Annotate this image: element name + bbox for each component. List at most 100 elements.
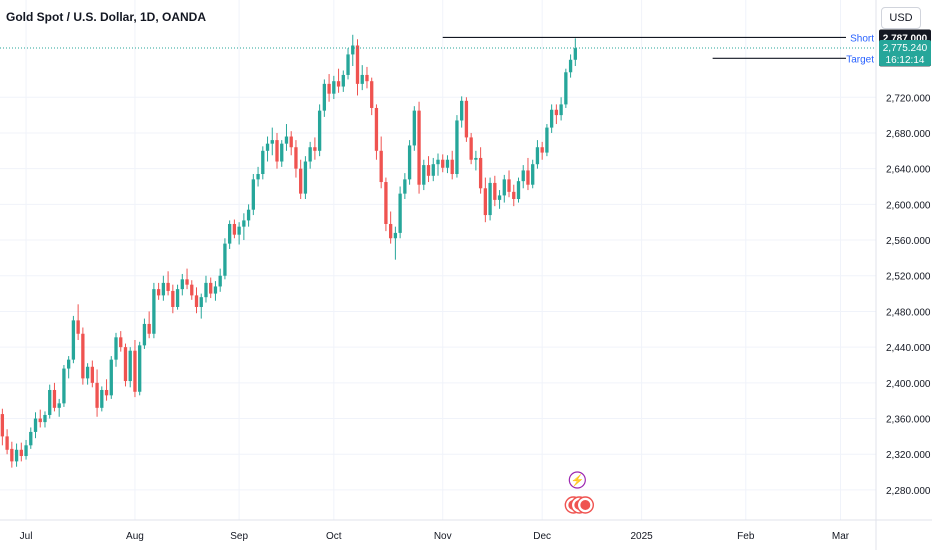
candle-down <box>299 168 303 194</box>
candle-up <box>568 59 573 73</box>
candle-down <box>294 147 298 169</box>
candle-down <box>441 159 445 168</box>
x-tick-label: Oct <box>326 531 342 542</box>
candle-up <box>100 389 104 408</box>
y-tick-label: 2,320.000 <box>886 450 931 461</box>
candle-up <box>71 320 76 360</box>
level-price-label: 2,787.000 <box>883 33 928 44</box>
x-tick-label: Dec <box>533 531 551 542</box>
y-tick-label: 2,520.000 <box>886 272 931 283</box>
y-tick-label: 2,440.000 <box>886 343 931 354</box>
y-tick-label: 2,480.000 <box>886 307 931 318</box>
candle-down <box>365 74 369 82</box>
y-tick-label: 2,720.000 <box>886 93 931 104</box>
candle-up <box>213 286 218 294</box>
candle-down <box>469 137 473 160</box>
candle-down <box>171 290 175 307</box>
candle-up <box>152 289 156 334</box>
candle-up <box>516 181 521 199</box>
level-text-short: Short <box>850 33 874 44</box>
candle-up <box>62 368 66 404</box>
candle-down <box>38 418 42 423</box>
candle-up <box>128 350 132 382</box>
candle-down <box>540 147 544 153</box>
candle-down <box>526 170 530 185</box>
candle-down <box>374 107 379 151</box>
candle-up <box>48 389 52 415</box>
lightning-glyph: ⚡ <box>570 474 584 487</box>
y-tick-label: 2,600.000 <box>886 200 931 211</box>
candle-up <box>398 193 402 233</box>
candle-up <box>261 150 265 175</box>
candle-down <box>464 100 469 138</box>
candle-down <box>81 333 85 379</box>
currency-button[interactable]: USD <box>881 7 921 29</box>
candle-up <box>138 345 142 392</box>
candle-down <box>426 165 431 176</box>
candle-down <box>123 347 128 382</box>
candle-down <box>232 223 237 235</box>
candle-down <box>10 448 14 462</box>
candle-up <box>161 282 166 296</box>
candle-up <box>142 323 147 346</box>
candle-down <box>147 323 151 334</box>
candle-up <box>24 445 28 457</box>
us-flag-fill <box>580 500 591 510</box>
candle-down <box>289 136 293 148</box>
candle-down <box>384 182 388 224</box>
candle-down <box>493 182 497 200</box>
candle-down <box>76 320 80 334</box>
candle-down <box>450 159 454 175</box>
candle-up <box>497 195 502 200</box>
x-tick-label: Mar <box>832 531 850 542</box>
x-tick-label: Nov <box>434 531 452 542</box>
candle-up <box>351 45 355 55</box>
candle-up <box>175 289 180 307</box>
candle-up <box>43 414 47 423</box>
candle-up <box>535 147 540 165</box>
level-text-target: Target <box>846 54 874 65</box>
candle-down <box>90 366 94 383</box>
candle-down <box>194 295 199 307</box>
candle-down <box>95 382 99 408</box>
candle-up <box>204 282 208 298</box>
candle-up <box>445 159 450 168</box>
candle-down <box>166 282 170 291</box>
lightning-icon[interactable] <box>568 471 586 489</box>
candle-up <box>474 157 478 160</box>
candle-up <box>412 110 416 146</box>
candle-up <box>251 179 255 210</box>
candle-down <box>355 45 360 84</box>
candle-up <box>317 110 322 151</box>
candle-down <box>275 140 279 162</box>
candle-up <box>223 243 227 276</box>
candle-up <box>341 74 345 87</box>
candle-down <box>104 389 109 396</box>
candle-up <box>531 164 535 185</box>
candle-down <box>0 414 5 437</box>
candle-down <box>5 436 9 450</box>
candle-down <box>327 83 331 94</box>
last-price-label: 2,775.240 <box>883 43 928 54</box>
candle-up <box>431 164 435 176</box>
candle-up <box>242 220 246 227</box>
candle-up <box>265 143 270 151</box>
y-tick-label: 2,560.000 <box>886 236 931 247</box>
candle-down <box>483 188 488 216</box>
candle-down <box>512 191 516 199</box>
candle-up <box>246 209 251 221</box>
candle-down <box>388 223 393 239</box>
candle-up <box>14 449 19 462</box>
symbol-title[interactable]: Gold Spot / U.S. Dollar, 1D, OANDA <box>6 10 207 24</box>
candle-up <box>559 104 563 116</box>
y-tick-label: 2,280.000 <box>886 486 931 497</box>
candle-up <box>256 174 260 180</box>
y-tick-label: 2,360.000 <box>886 415 931 426</box>
candle-up <box>460 100 464 121</box>
candle-up <box>218 275 222 287</box>
candle-up <box>488 182 492 216</box>
candle-up <box>564 72 568 105</box>
candle-down <box>190 284 194 296</box>
